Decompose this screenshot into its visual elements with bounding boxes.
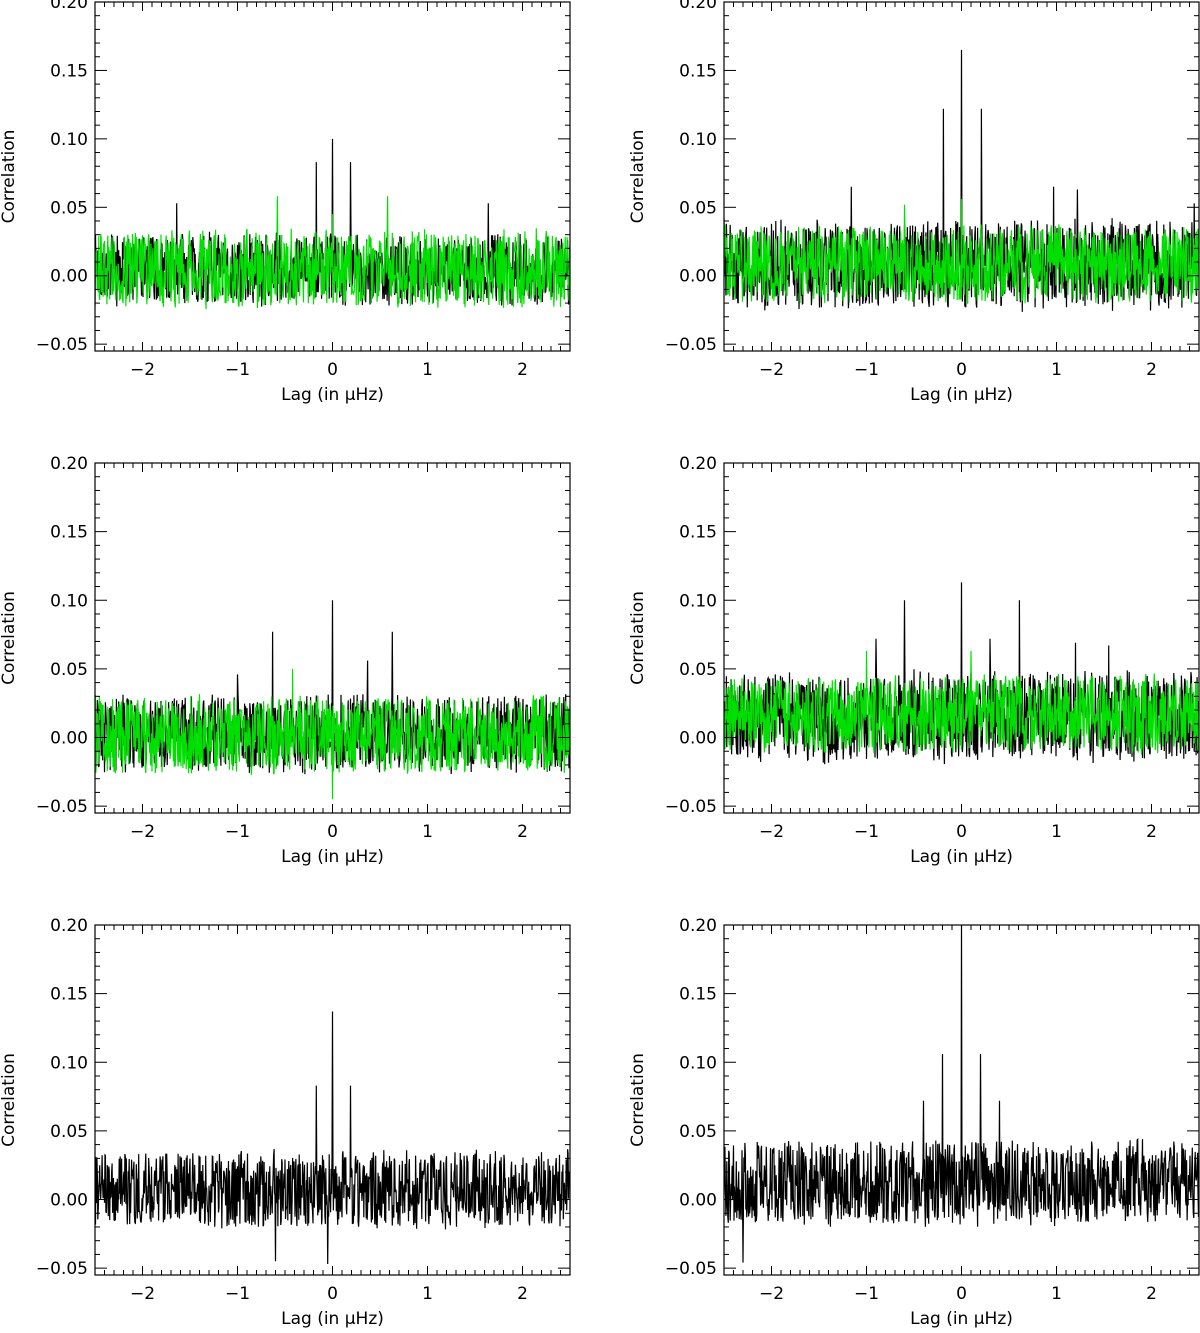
y-tick-label: 0.20 — [50, 0, 88, 13]
y-tick-label: 0.20 — [679, 454, 717, 474]
x-tick-label: 0 — [956, 360, 967, 380]
y-axis-title: Correlation — [0, 591, 19, 685]
y-tick-label: 0.15 — [50, 61, 88, 81]
y-tick-label: 0.20 — [50, 916, 88, 936]
y-tick-label: −0.05 — [665, 335, 717, 355]
y-tick-label: 0.05 — [50, 1122, 88, 1142]
y-tick-label: 0.00 — [50, 267, 88, 287]
y-tick-label: 0.10 — [50, 130, 88, 150]
y-tick-label: 0.00 — [679, 267, 717, 287]
x-tick-label: 2 — [1146, 1284, 1157, 1304]
y-tick-label: 0.15 — [679, 985, 717, 1005]
y-tick-label: 0.10 — [50, 1053, 88, 1073]
y-tick-label: −0.05 — [665, 797, 717, 817]
y-tick-label: 0.00 — [50, 729, 88, 749]
y-axis-title: Correlation — [0, 1053, 19, 1147]
y-axis-title: Correlation — [628, 130, 648, 224]
y-tick-label: 0.10 — [50, 591, 88, 611]
y-tick-label: 0.15 — [679, 61, 717, 81]
panel-row-3-left: −2 −1 0 1 2 −0.05 0.00 0.05 0.10 0.15 0.20 Lag (in… — [0, 916, 571, 1329]
y-tick-label: 0.10 — [679, 130, 717, 150]
x-tick-label: 0 — [327, 360, 338, 380]
panel-row-2-right: −2 −1 0 1 2 −0.05 0.00 0.05 0.10 0.15 0.20 Lag (in… — [628, 454, 1200, 867]
x-tick-label: 2 — [1146, 360, 1157, 380]
y-tick-label: 0.10 — [679, 591, 717, 611]
x-tick-label: −1 — [225, 360, 250, 380]
series-line — [95, 196, 570, 310]
x-tick-label: 1 — [1051, 822, 1062, 842]
panel-row-2-left: −2 −1 0 1 2 −0.05 0.00 0.05 0.10 0.15 0.20 Lag (in… — [0, 454, 571, 867]
x-tick-label: 1 — [1051, 360, 1062, 380]
x-axis-title: Lag (in μHz) — [910, 1309, 1013, 1329]
x-tick-label: −1 — [854, 1284, 879, 1304]
y-tick-label: 0.15 — [679, 523, 717, 543]
y-tick-label: 0.05 — [50, 660, 88, 680]
y-tick-label: 0.15 — [50, 985, 88, 1005]
y-tick-label: −0.05 — [36, 1259, 88, 1279]
y-tick-label: −0.05 — [36, 335, 88, 355]
x-tick-label: −2 — [130, 1284, 155, 1304]
x-tick-label: 1 — [1051, 1284, 1062, 1304]
x-tick-label: −2 — [130, 360, 155, 380]
x-axis-title: Lag (in μHz) — [910, 847, 1013, 867]
x-tick-label: 0 — [327, 1284, 338, 1304]
x-tick-label: 1 — [422, 822, 433, 842]
y-tick-label: 0.20 — [679, 916, 717, 936]
x-tick-label: −1 — [225, 822, 250, 842]
x-tick-label: 2 — [1146, 822, 1157, 842]
y-tick-label: 0.20 — [679, 0, 717, 13]
x-tick-label: −1 — [854, 822, 879, 842]
panel-row-1-right: −2 −1 0 1 2 −0.05 0.00 0.05 0.10 0.15 0.20 Lag (in… — [628, 0, 1200, 405]
x-tick-label: 1 — [422, 1284, 433, 1304]
x-tick-label: 2 — [517, 1284, 528, 1304]
x-tick-label: 0 — [956, 822, 967, 842]
x-tick-label: 2 — [517, 360, 528, 380]
y-tick-label: 0.00 — [679, 1191, 717, 1211]
x-tick-label: 0 — [327, 822, 338, 842]
x-tick-label: −2 — [130, 822, 155, 842]
series-line — [724, 650, 1199, 755]
y-tick-label: 0.15 — [50, 523, 88, 543]
y-tick-label: 0.00 — [50, 1191, 88, 1211]
y-tick-label: −0.05 — [36, 797, 88, 817]
y-tick-label: 0.20 — [50, 454, 88, 474]
x-tick-label: 1 — [422, 360, 433, 380]
x-tick-label: 2 — [517, 822, 528, 842]
y-tick-label: 0.05 — [679, 660, 717, 680]
y-tick-label: 0.05 — [679, 198, 717, 218]
x-axis-title: Lag (in μHz) — [910, 385, 1013, 405]
y-tick-label: 0.05 — [679, 1122, 717, 1142]
y-tick-label: 0.00 — [679, 729, 717, 749]
x-tick-label: 0 — [956, 1284, 967, 1304]
y-tick-label: −0.05 — [665, 1259, 717, 1279]
y-tick-label: 0.10 — [679, 1053, 717, 1073]
x-axis-title: Lag (in μHz) — [281, 1309, 384, 1329]
panel-row-3-right: −2 −1 0 1 2 −0.05 0.00 0.05 0.10 0.15 0.20 Lag (in… — [628, 916, 1200, 1329]
x-tick-label: −2 — [759, 1284, 784, 1304]
x-axis-title: Lag (in μHz) — [281, 847, 384, 867]
x-tick-label: −2 — [759, 360, 784, 380]
series-line — [724, 925, 1199, 1263]
x-tick-label: −1 — [854, 360, 879, 380]
y-tick-label: 0.05 — [50, 198, 88, 218]
series-line — [95, 668, 570, 800]
y-axis-title: Correlation — [628, 591, 648, 685]
y-axis-title: Correlation — [628, 1053, 648, 1147]
x-axis-title: Lag (in μHz) — [281, 385, 384, 405]
panel-row-1-left: −2 −1 0 1 2 −0.05 0.00 0.05 0.10 0.15 0.20 Lag (in… — [0, 0, 571, 405]
y-axis-title: Correlation — [0, 130, 19, 224]
x-tick-label: −2 — [759, 822, 784, 842]
series-line — [95, 1011, 570, 1265]
x-tick-label: −1 — [225, 1284, 250, 1304]
series-line — [724, 199, 1199, 304]
